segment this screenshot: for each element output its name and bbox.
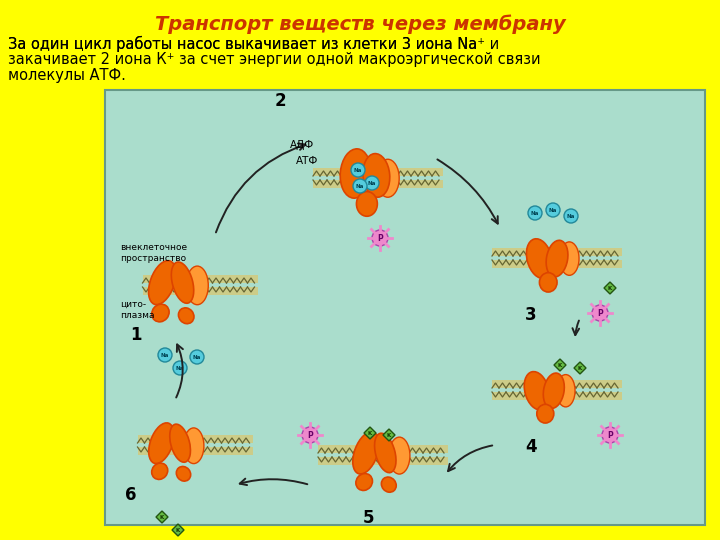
Circle shape: [528, 206, 542, 220]
Ellipse shape: [356, 192, 377, 216]
Circle shape: [190, 350, 204, 364]
Ellipse shape: [184, 428, 204, 464]
Text: K: K: [176, 528, 180, 533]
Text: P: P: [597, 309, 603, 318]
Circle shape: [302, 427, 318, 443]
Bar: [492, 380, 622, 388]
Circle shape: [564, 209, 578, 223]
Text: Na: Na: [193, 355, 201, 360]
Ellipse shape: [152, 463, 168, 480]
Text: Na: Na: [531, 211, 539, 216]
Text: P: P: [377, 234, 383, 243]
Ellipse shape: [544, 373, 564, 408]
Text: Na: Na: [368, 181, 376, 186]
Ellipse shape: [341, 149, 371, 198]
Ellipse shape: [179, 308, 194, 323]
Ellipse shape: [539, 273, 557, 292]
Text: пространство: пространство: [120, 254, 186, 263]
Text: цито-: цито-: [120, 300, 146, 309]
Bar: [143, 275, 258, 283]
Ellipse shape: [171, 262, 194, 303]
Text: K: K: [368, 431, 372, 436]
Ellipse shape: [524, 372, 549, 410]
Ellipse shape: [176, 467, 191, 481]
Text: 4: 4: [525, 438, 536, 456]
Bar: [143, 287, 258, 295]
Polygon shape: [554, 359, 566, 371]
Text: 5: 5: [363, 509, 374, 527]
Text: АДФ: АДФ: [290, 140, 314, 150]
Bar: [313, 180, 443, 188]
Polygon shape: [364, 427, 376, 439]
Text: 6: 6: [125, 486, 137, 504]
Text: внеклеточное: внеклеточное: [120, 243, 187, 252]
Bar: [492, 248, 622, 256]
Text: закачивает 2 иона К⁺ за счет энергии одной макроэргической связи: закачивает 2 иона К⁺ за счет энергии одн…: [8, 52, 541, 67]
Ellipse shape: [152, 304, 169, 322]
Circle shape: [365, 176, 379, 190]
Text: 2: 2: [275, 92, 287, 110]
Bar: [105, 90, 705, 525]
Ellipse shape: [374, 433, 396, 472]
Polygon shape: [383, 429, 395, 441]
Ellipse shape: [526, 239, 552, 279]
Text: 1: 1: [130, 326, 142, 344]
Ellipse shape: [186, 266, 208, 305]
Text: K: K: [387, 433, 391, 438]
Bar: [138, 447, 253, 455]
Polygon shape: [156, 511, 168, 523]
Circle shape: [372, 230, 388, 246]
Ellipse shape: [546, 240, 568, 277]
Bar: [492, 260, 622, 268]
Bar: [318, 457, 448, 465]
Circle shape: [173, 361, 187, 375]
Ellipse shape: [559, 242, 579, 275]
Polygon shape: [604, 282, 616, 294]
Circle shape: [351, 163, 365, 177]
Ellipse shape: [537, 404, 554, 423]
Ellipse shape: [353, 432, 379, 474]
Text: молекулы АТФ.: молекулы АТФ.: [8, 68, 126, 83]
Circle shape: [158, 348, 172, 362]
Text: K: K: [608, 286, 612, 291]
Text: P: P: [607, 431, 613, 440]
Bar: [313, 168, 443, 176]
Ellipse shape: [382, 477, 396, 492]
Ellipse shape: [356, 474, 372, 490]
Bar: [492, 392, 622, 400]
Text: Na: Na: [567, 214, 575, 219]
Text: Na: Na: [176, 366, 184, 371]
Text: K: K: [160, 515, 164, 520]
Text: плазма: плазма: [120, 311, 155, 320]
Polygon shape: [574, 362, 586, 374]
Text: За один цикл работы насос выкачивает из клетки 3 иона Na⁺ и: За один цикл работы насос выкачивает из …: [8, 36, 499, 52]
Ellipse shape: [149, 423, 174, 463]
Circle shape: [592, 305, 608, 321]
Text: P: P: [307, 431, 313, 440]
Ellipse shape: [170, 424, 191, 462]
Text: АТФ: АТФ: [296, 156, 318, 166]
Ellipse shape: [148, 261, 176, 305]
Text: K: K: [558, 363, 562, 368]
Ellipse shape: [389, 437, 410, 474]
Text: Транспорт веществ через мембрану: Транспорт веществ через мембрану: [155, 14, 565, 33]
Circle shape: [602, 427, 618, 443]
Bar: [138, 435, 253, 443]
Polygon shape: [172, 524, 184, 536]
Circle shape: [353, 179, 367, 193]
Ellipse shape: [363, 153, 390, 197]
Circle shape: [546, 203, 560, 217]
Text: 3: 3: [525, 306, 536, 324]
Text: Na: Na: [354, 168, 362, 173]
Bar: [318, 445, 448, 453]
Text: K: K: [578, 366, 582, 371]
Text: Na: Na: [549, 208, 557, 213]
Text: Na: Na: [161, 353, 169, 358]
Ellipse shape: [377, 159, 399, 197]
Text: Na: Na: [356, 184, 364, 189]
Text: За один цикл работы насос выкачивает из клетки 3 иона Na: За один цикл работы насос выкачивает из …: [8, 36, 477, 52]
Ellipse shape: [557, 375, 575, 407]
